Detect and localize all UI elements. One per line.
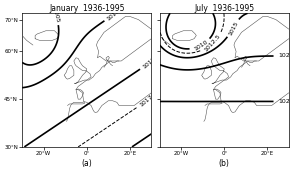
- Text: 1015: 1015: [227, 20, 239, 36]
- X-axis label: (a): (a): [81, 159, 92, 168]
- Text: 1012.5: 1012.5: [204, 33, 222, 53]
- Text: 1010: 1010: [106, 8, 121, 21]
- X-axis label: (b): (b): [219, 159, 230, 168]
- Text: 1010: 1010: [193, 39, 209, 52]
- Text: 1015: 1015: [142, 56, 157, 70]
- Text: 1020: 1020: [278, 53, 293, 58]
- Title: January  1936-1995: January 1936-1995: [49, 4, 125, 13]
- Title: July  1936-1995: July 1936-1995: [194, 4, 254, 13]
- Text: 1005: 1005: [52, 7, 60, 24]
- Text: 1017.5: 1017.5: [139, 91, 159, 108]
- Text: 1025: 1025: [278, 99, 293, 104]
